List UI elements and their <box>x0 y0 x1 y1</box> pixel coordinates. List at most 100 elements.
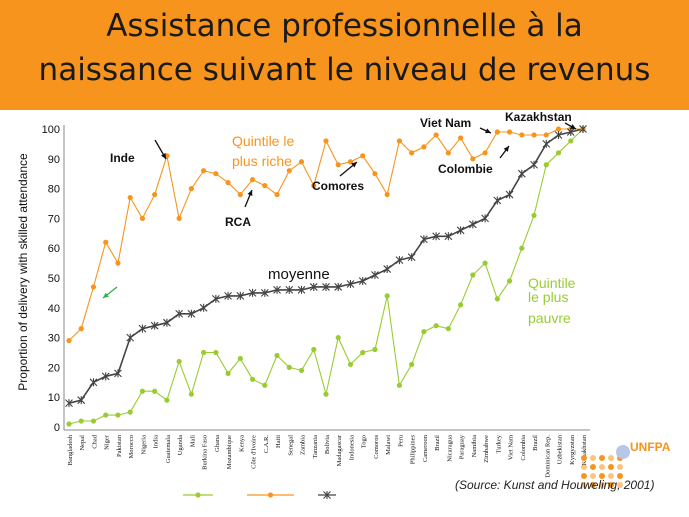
x-tick-label: Viet Nam <box>508 435 515 460</box>
point-poorest <box>323 391 329 397</box>
point-average <box>505 190 514 199</box>
point-poorest <box>103 412 109 418</box>
point-poorest <box>372 346 378 353</box>
x-tick-label: Cameroon <box>422 434 429 462</box>
title-line-1: Assistance professionnelle à la <box>106 8 583 44</box>
annotation-quintile-riche-2: plus riche <box>232 153 292 169</box>
point-poorest <box>213 349 219 356</box>
title-line-2: naissance suivant le niveau de revenus <box>38 52 651 88</box>
point-richest <box>103 239 109 245</box>
point-richest <box>372 171 378 177</box>
point-average <box>175 309 184 318</box>
x-tick-label: Côte d'Ivoire <box>251 435 258 469</box>
point-average <box>65 399 73 408</box>
point-average <box>566 127 575 136</box>
point-average <box>309 282 318 291</box>
point-average <box>493 196 502 205</box>
y-tick-label: 30 <box>48 333 60 345</box>
point-richest <box>115 260 121 266</box>
title-banner <box>0 0 689 110</box>
point-average <box>334 282 343 291</box>
point-poorest <box>555 150 562 156</box>
point-richest <box>90 284 97 290</box>
point-average <box>468 220 477 229</box>
point-richest <box>445 150 451 156</box>
point-average <box>101 372 110 381</box>
point-richest <box>458 135 464 141</box>
x-tick-label: Morocco <box>128 435 135 458</box>
point-richest <box>384 191 390 198</box>
x-tick-label: Brazil <box>532 435 539 451</box>
point-richest <box>543 132 549 138</box>
point-richest <box>201 168 207 174</box>
logo-dot <box>599 464 605 470</box>
annotation-moyenne: moyenne <box>268 266 330 283</box>
point-poorest <box>176 358 182 365</box>
x-tick-label: India <box>153 435 160 448</box>
point-poorest <box>298 367 305 373</box>
point-richest <box>470 156 476 162</box>
x-tick-label: Malawi <box>385 435 392 455</box>
series-markers <box>65 125 587 427</box>
logo-dot <box>581 473 587 479</box>
x-tick-label: Burkina Faso <box>202 435 209 470</box>
point-richest <box>494 129 500 135</box>
point-average <box>554 130 563 139</box>
annotation-quintile-pauvre-2: le plus <box>528 289 568 305</box>
point-poorest <box>115 412 121 418</box>
point-average <box>395 256 404 265</box>
point-average <box>383 265 392 274</box>
x-tick-label: Uzbekistan <box>557 434 564 464</box>
logo-dot <box>608 482 614 488</box>
point-average <box>444 232 453 241</box>
x-tick-label: Bolivia <box>324 435 331 454</box>
legend-marker-poorest <box>195 492 201 498</box>
point-richest <box>66 337 72 344</box>
point-poorest <box>482 260 488 266</box>
y-tick-label: 100 <box>42 124 60 136</box>
annotation-quintile-riche-1: Quintile le <box>232 133 294 149</box>
point-average <box>89 378 98 387</box>
arrow-rca-head <box>247 190 253 196</box>
point-richest <box>127 194 133 201</box>
point-poorest <box>201 349 207 356</box>
point-poorest <box>188 391 194 397</box>
logo-dot <box>599 482 605 488</box>
x-tick-label: Senegal <box>287 435 294 456</box>
point-poorest <box>421 329 427 335</box>
unfpa-logo-icon <box>581 445 630 488</box>
logo-dot <box>581 455 587 461</box>
logo-dot <box>599 473 605 479</box>
annotation-kazakhstan: Kazakhstan <box>505 110 572 124</box>
logo-dot <box>590 464 596 470</box>
point-richest <box>225 180 231 186</box>
x-tick-label: Mali <box>189 435 196 447</box>
source-note: (Source: Kunst and Houweling, 2001) <box>455 478 655 492</box>
x-tick-label: Paraguay <box>459 434 466 459</box>
x-tick-label: Guatemala <box>165 435 172 463</box>
annotation-quintile-pauvre-3: pauvre <box>528 310 571 326</box>
y-tick-label: 20 <box>48 362 60 374</box>
logo-dot <box>590 455 596 461</box>
point-richest <box>213 171 219 177</box>
x-tick-labels: Bangladesh Nepal Chad Niger Pakistan Morocco N… <box>67 434 588 477</box>
x-tick-label: Ghana <box>214 435 221 452</box>
logo-dot <box>617 464 623 470</box>
y-tick-label: 0 <box>54 422 60 434</box>
point-richest <box>176 215 182 221</box>
point-average <box>273 285 281 294</box>
arrow-inde-head <box>161 153 166 159</box>
x-tick-label: Indonesia <box>348 435 355 460</box>
point-richest <box>396 138 403 144</box>
point-poorest <box>506 278 513 284</box>
point-average <box>358 276 367 285</box>
annotation-rca: RCA <box>225 215 251 229</box>
point-richest <box>506 129 513 135</box>
point-poorest <box>78 418 84 424</box>
unfpa-logo-text: UNFPA <box>630 440 671 454</box>
x-tick-label: Uganda <box>177 435 184 455</box>
arrow-green-head <box>103 292 109 298</box>
point-richest <box>298 159 305 165</box>
logo-dot <box>608 464 614 470</box>
logo-dot <box>617 473 623 479</box>
